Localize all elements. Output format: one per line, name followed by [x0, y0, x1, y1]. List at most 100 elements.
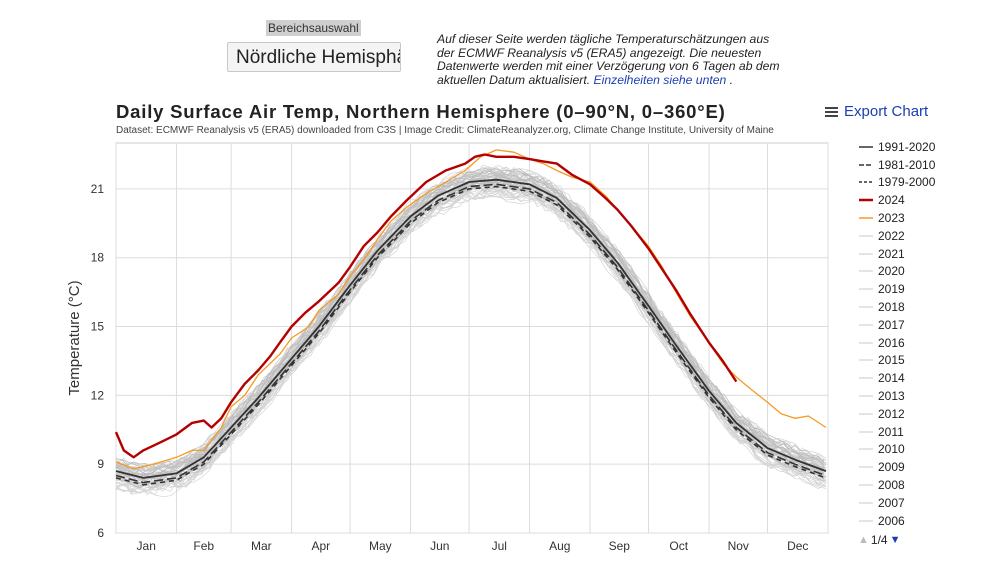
legend-item-2011[interactable]: 2011 — [858, 423, 935, 441]
legend-label: 2018 — [878, 300, 905, 315]
legend-item-2014[interactable]: 2014 — [858, 369, 935, 387]
legend-swatch — [859, 181, 873, 184]
legend-swatch — [859, 163, 873, 166]
legend-label: 2009 — [878, 460, 905, 475]
legend-item-2010[interactable]: 2010 — [858, 441, 935, 459]
chart-title: Daily Surface Air Temp, Northern Hemisph… — [116, 101, 726, 122]
x-tick-label: Apr — [311, 539, 330, 553]
pager-text: 1/4 — [870, 533, 888, 547]
legend-label: 2010 — [878, 442, 905, 457]
series-line-2016 — [115, 168, 825, 468]
legend-pager: ▲ 1/4 ▼ — [858, 533, 900, 547]
legend-swatch — [859, 217, 873, 219]
legend-swatch — [859, 520, 873, 522]
legend-item-2019[interactable]: 2019 — [858, 280, 935, 298]
legend-label: 2008 — [878, 478, 905, 493]
legend-item-2013[interactable]: 2013 — [858, 387, 935, 405]
legend-item-2022[interactable]: 2022 — [858, 227, 935, 245]
legend-swatch — [859, 413, 873, 415]
legend-swatch — [859, 146, 873, 148]
pager-up-icon[interactable]: ▲ — [858, 534, 869, 546]
legend-item-2012[interactable]: 2012 — [858, 405, 935, 423]
x-tick-label: May — [369, 539, 392, 553]
legend-label: 2020 — [878, 264, 905, 279]
legend-swatch — [859, 395, 873, 397]
legend-item-1991-2020[interactable]: 1991-2020 — [858, 138, 935, 156]
legend-label: 1991-2020 — [878, 139, 936, 154]
export-chart-button[interactable]: Export Chart — [825, 103, 928, 120]
legend-label: 2013 — [878, 389, 905, 404]
legend-item-2007[interactable]: 2007 — [858, 494, 935, 512]
y-tick-label: 6 — [97, 526, 104, 540]
legend-label: 2006 — [878, 513, 905, 528]
legend-label: 2017 — [878, 317, 905, 332]
legend-item-2006[interactable]: 2006 — [858, 512, 935, 530]
x-tick-label: Sep — [609, 539, 631, 553]
export-chart-label: Export Chart — [844, 103, 929, 120]
legend-item-2018[interactable]: 2018 — [858, 298, 935, 316]
legend-swatch — [859, 342, 873, 344]
x-tick-label: Aug — [549, 539, 570, 553]
legend-swatch — [859, 199, 873, 202]
y-tick-label: 12 — [91, 388, 105, 402]
x-tick-label: Jan — [137, 539, 156, 553]
region-select[interactable]: Nördliche Hemisphäre — [227, 42, 401, 72]
series-line-1979-2000 — [115, 185, 827, 486]
legend-swatch — [859, 324, 873, 326]
legend: 1991-2020 1981-2010 1979-2000 2024 2023 2022 2… — [858, 138, 935, 530]
legend-item-1981-2010[interactable]: 1981-2010 — [858, 156, 935, 174]
y-tick-label: 21 — [91, 182, 105, 196]
legend-label: 1979-2000 — [878, 175, 936, 190]
chart-subtitle: Dataset: ECMWF Reanalysis v5 (ERA5) down… — [116, 125, 774, 136]
y-tick-label: 18 — [91, 251, 105, 265]
x-tick-label: Nov — [728, 539, 749, 553]
legend-item-2015[interactable]: 2015 — [858, 352, 935, 370]
legend-label: 2015 — [878, 353, 905, 368]
legend-item-2020[interactable]: 2020 — [858, 263, 935, 281]
x-tick-label: Jul — [492, 539, 507, 553]
legend-item-2023[interactable]: 2023 — [858, 209, 935, 227]
legend-label: 2016 — [878, 335, 905, 350]
y-tick-label: 15 — [91, 320, 105, 334]
legend-item-1979-2000[interactable]: 1979-2000 — [858, 174, 935, 192]
legend-item-2008[interactable]: 2008 — [858, 476, 935, 494]
legend-swatch — [859, 502, 873, 504]
pager-down-icon[interactable]: ▼ — [889, 534, 901, 546]
y-axis-label: Temperature (°C) — [66, 280, 83, 395]
legend-label: 1981-2010 — [878, 157, 936, 172]
legend-swatch — [859, 431, 873, 433]
legend-label: 2012 — [878, 406, 905, 421]
legend-label: 2014 — [878, 371, 905, 386]
background-year-line — [115, 187, 827, 494]
legend-label: 2024 — [878, 193, 905, 208]
x-tick-label: Dec — [787, 539, 808, 553]
series-line-1991-2020 — [115, 178, 827, 479]
series-line-2017 — [115, 171, 825, 476]
y-tick-label: 9 — [97, 457, 104, 471]
legend-label: 2011 — [878, 424, 904, 439]
legend-item-2024[interactable]: 2024 — [858, 191, 935, 209]
legend-item-2021[interactable]: 2021 — [858, 245, 935, 263]
details-link[interactable]: Einzelheiten siehe unten — [593, 72, 727, 87]
plot-area — [115, 142, 829, 534]
legend-label: 2019 — [878, 282, 905, 297]
region-select-label: Bereichsauswahl — [266, 20, 361, 36]
info-text: Auf dieser Seite werden tägliche Tempera… — [437, 32, 780, 87]
legend-item-2017[interactable]: 2017 — [858, 316, 935, 334]
x-tick-label: Jun — [430, 539, 449, 553]
legend-swatch — [859, 235, 873, 237]
legend-swatch — [859, 359, 873, 361]
x-tick-label: Mar — [251, 539, 272, 553]
legend-item-2016[interactable]: 2016 — [858, 334, 935, 352]
legend-swatch — [859, 377, 873, 379]
legend-swatch — [859, 484, 873, 486]
legend-swatch — [859, 253, 873, 255]
menu-icon — [825, 105, 838, 119]
info-tail: . — [726, 72, 734, 87]
legend-swatch — [859, 466, 873, 468]
legend-swatch — [859, 306, 873, 308]
legend-item-2009[interactable]: 2009 — [858, 458, 935, 476]
legend-label: 2021 — [878, 246, 905, 261]
legend-label: 2023 — [878, 211, 905, 226]
